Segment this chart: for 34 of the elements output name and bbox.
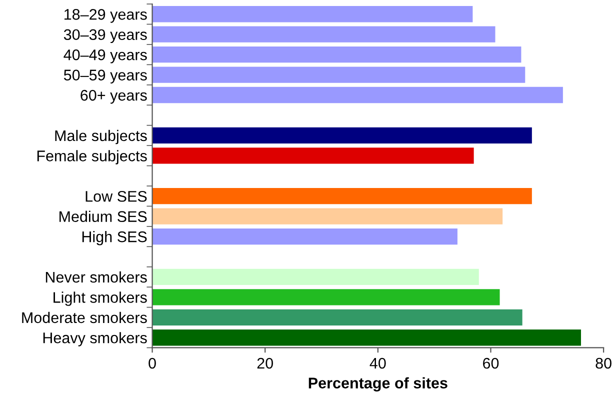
x-tick-label: 20 [257, 358, 273, 369]
y-tick-label: 30–39 years [64, 29, 147, 44]
y-tick-label: 60+ years [80, 90, 147, 104]
bar [152, 330, 581, 346]
y-tick-label: Female subjects [37, 150, 147, 164]
bar [152, 309, 522, 326]
x-axis-title: Percentage of sites [308, 377, 448, 392]
bar [152, 268, 479, 286]
bar [152, 46, 522, 63]
y-tick-label: 40–49 years [64, 49, 147, 64]
bar [152, 127, 532, 144]
bar [152, 86, 563, 104]
bar [152, 289, 500, 306]
bar [152, 228, 458, 245]
bar [152, 6, 473, 22]
y-tick-label: Light smokers [54, 292, 147, 306]
x-tick-label: 40 [370, 358, 386, 369]
y-tick-label: 18–29 years [64, 8, 147, 23]
y-tick-label: Low SES [86, 190, 147, 202]
bar [152, 66, 526, 83]
bar [152, 188, 532, 204]
y-tick-label: Male subjects [55, 130, 147, 144]
x-tick-label: 80 [596, 358, 612, 369]
bar [152, 208, 503, 224]
y-tick-label: 50–59 years [64, 70, 147, 84]
y-tick-label: Heavy smokers [43, 332, 147, 346]
bar [152, 26, 496, 42]
y-tick-label: High SES [82, 230, 147, 246]
bar [152, 148, 474, 164]
x-tick-label: 0 [148, 358, 156, 369]
x-tick-label: 60 [483, 358, 499, 369]
y-tick-label: Moderate smokers [22, 312, 147, 324]
y-tick-label: Never smokers [46, 271, 147, 283]
y-tick-label: Medium SES [60, 210, 147, 222]
